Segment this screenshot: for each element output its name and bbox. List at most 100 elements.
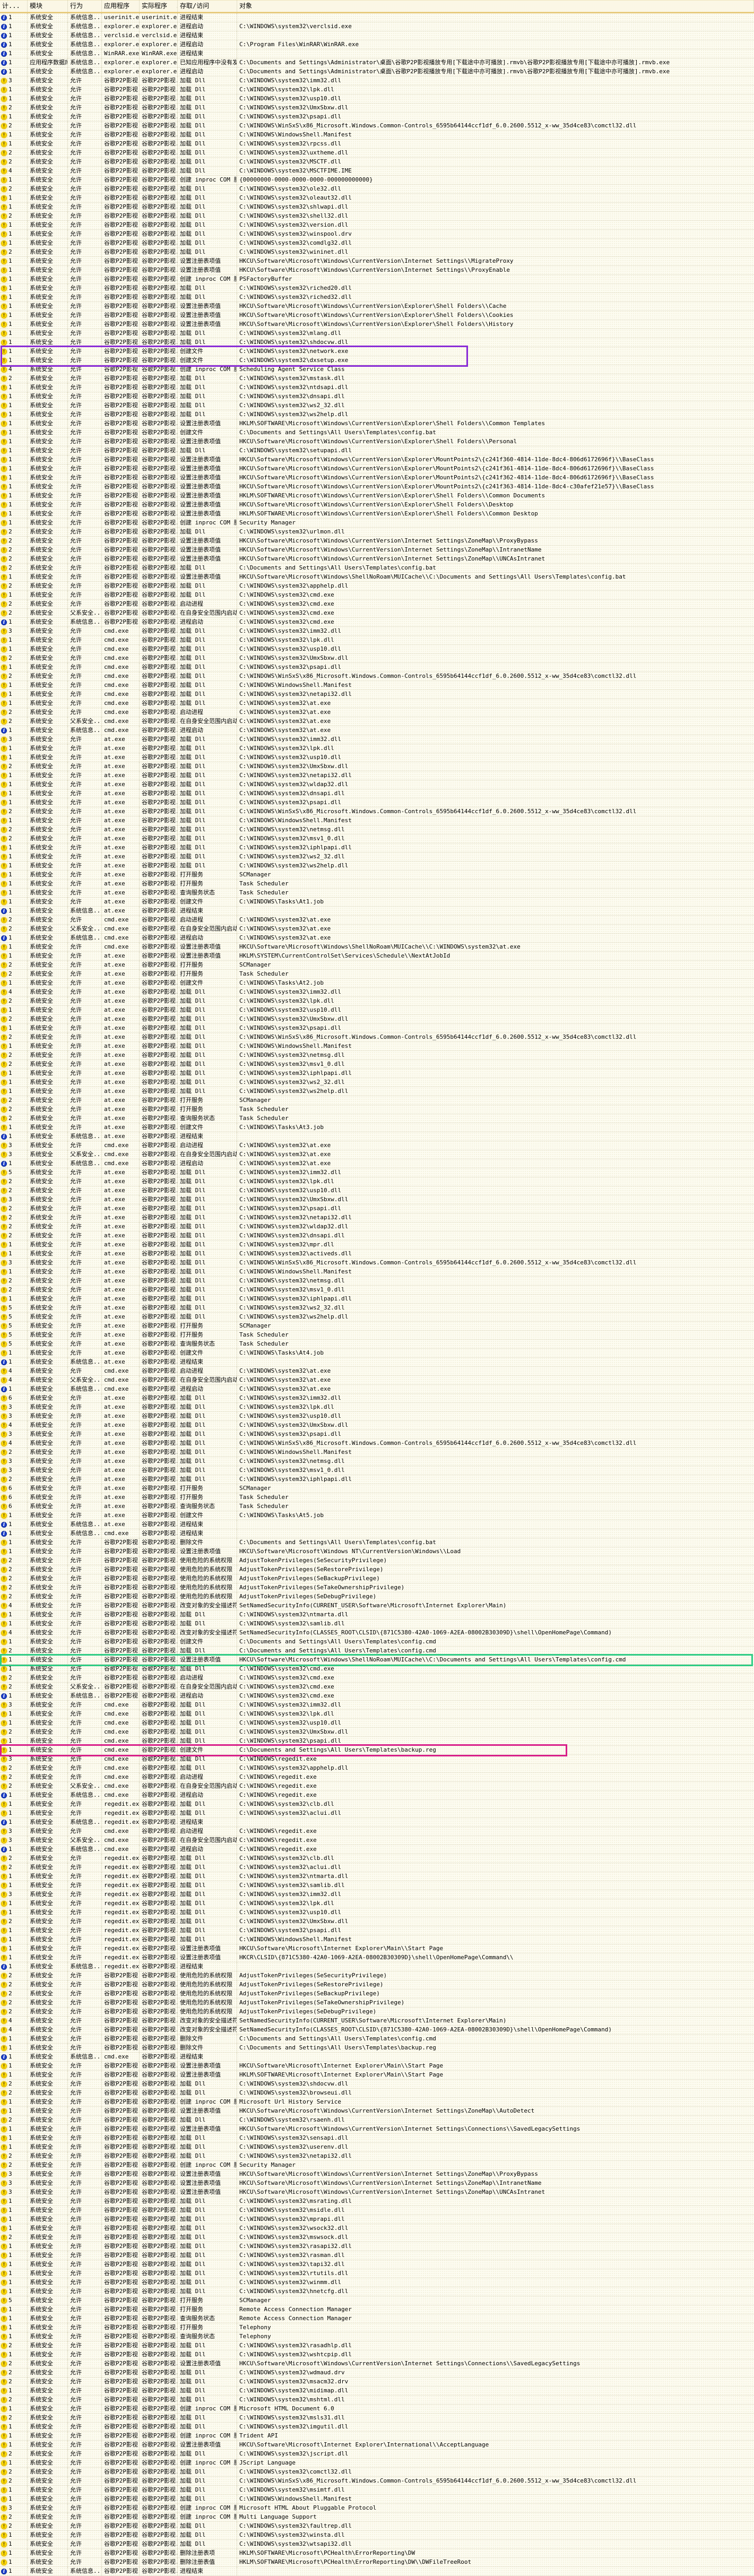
log-row[interactable]: !1系统安全允许谷歌P2P影视...谷歌P2P影视...设置注册表项值HKCU\… <box>0 320 754 329</box>
log-row[interactable]: !2系统安全父系安全...cmd.exe谷歌P2P影视...在自身安全范围内启动… <box>0 717 754 726</box>
log-row[interactable]: !1系统安全允许谷歌P2P影视...谷歌P2P影视...设置注册表项值HKCU\… <box>0 311 754 320</box>
log-row[interactable]: i1系统安全系统信息...谷歌P2P影视...谷歌P2P影视...进程启动C:\… <box>0 618 754 627</box>
log-row[interactable]: !1系统安全允许谷歌P2P影视...谷歌P2P影视...删除文件C:\Docum… <box>0 2035 754 2044</box>
log-row[interactable]: !2系统安全允许谷歌P2P影视...谷歌P2P影视...使用危险的系统权限Adj… <box>0 2008 754 2017</box>
log-row[interactable]: !4系统安全父系安全...cmd.exe谷歌P2P影视...在自身安全范围内启动… <box>0 1376 754 1385</box>
log-row[interactable]: !2系统安全允许谷歌P2P影视...谷歌P2P影视...使用危险的系统权限Adj… <box>0 1583 754 1592</box>
log-row[interactable]: !4系统安全允许谷歌P2P影视...谷歌P2P影视...改变对象的安全描述符Se… <box>0 2026 754 2035</box>
log-row[interactable]: i1系统安全系统信息...userinit.exeuserinit.exe进程结… <box>0 13 754 22</box>
log-row[interactable]: !1系统安全允许谷歌P2P影视...谷歌P2P影视...设置注册表项值HKCU\… <box>0 573 754 582</box>
log-row[interactable]: !2系统安全允许谷歌P2P影视...谷歌P2P影视...设置注册表项值HKCU\… <box>0 2359 754 2368</box>
log-row[interactable]: !1系统安全允许谷歌P2P影视...谷歌P2P影视...删除文件C:\Docum… <box>0 1538 754 1547</box>
log-row[interactable]: i1系统安全系统信息...cmd.exe谷歌P2P影视...进程启动C:\WIN… <box>0 726 754 735</box>
log-row[interactable]: !1系统安全允许谷歌P2P影视...谷歌P2P影视...设置注册表项值HKCU\… <box>0 1656 754 1665</box>
log-row[interactable]: !1系统安全允许谷歌P2P影视...谷歌P2P影视...查询服务状态Teleph… <box>0 2332 754 2341</box>
header-module[interactable]: 模块 <box>28 1 68 12</box>
log-row[interactable]: !5系统安全允许谷歌P2P影视...谷歌P2P影视...打开服务SCManage… <box>0 2296 754 2305</box>
log-row[interactable]: i 1 系统安全 系统信息... WinRAR.exe WinRAR.exe 进程结束 <box>0 49 754 58</box>
log-row[interactable]: !1系统安全允许谷歌P2P影视...谷歌P2P影视...创建文件C:\WINDO… <box>0 356 754 365</box>
log-row[interactable]: !1系统安全允许at.exe谷歌P2P影视...设置注册表项值HKLM\SYST… <box>0 952 754 961</box>
log-row[interactable]: !1系统安全允许谷歌P2P影视...谷歌P2P影视...设置注册表项值HKCU\… <box>0 2125 754 2134</box>
log-row[interactable]: i1应用程序数据库系统信息...explorer.exeexplorer.exe… <box>0 58 754 67</box>
log-row[interactable]: !1系统安全允许谷歌P2P影视...谷歌P2P影视...设置注册表项值HKCU\… <box>0 302 754 311</box>
log-row[interactable]: !1系统安全允许谷歌P2P影视...谷歌P2P影视...设置注册表项值HKCU\… <box>0 1547 754 1556</box>
log-row[interactable]: !2系统安全父系安全...谷歌P2P影视...谷歌P2P影视...在自身安全范围… <box>0 609 754 618</box>
log-row[interactable]: !2系统安全允许谷歌P2P影视...谷歌P2P影视...启动进程C:\WINDO… <box>0 600 754 609</box>
log-row[interactable]: !1系统安全允许谷歌P2P影视...谷歌P2P影视...设置注册表项值HKLM\… <box>0 2071 754 2080</box>
log-row[interactable]: !1系统安全允许谷歌P2P影视...谷歌P2P影视...设置注册表项值HKCU\… <box>0 473 754 483</box>
log-row[interactable]: !3系统安全允许谷歌P2P影视...谷歌P2P影视...设置注册表项值HKCU\… <box>0 2179 754 2188</box>
log-row[interactable]: !1系统安全允许谷歌P2P影视...谷歌P2P影视...删除文件C:\Docum… <box>0 2044 754 2053</box>
log-row[interactable]: i1系统安全系统信息...谷歌P2P影视...谷歌P2P影视...进程启动C:\… <box>0 1692 754 1701</box>
log-row[interactable]: !2系统安全允许谷歌P2P影视...谷歌P2P影视...设置注册表项值HKCU\… <box>0 546 754 555</box>
log-row[interactable]: !1系统安全允许谷歌P2P影视...谷歌P2P影视...设置注册表项值HKCU\… <box>0 266 754 275</box>
